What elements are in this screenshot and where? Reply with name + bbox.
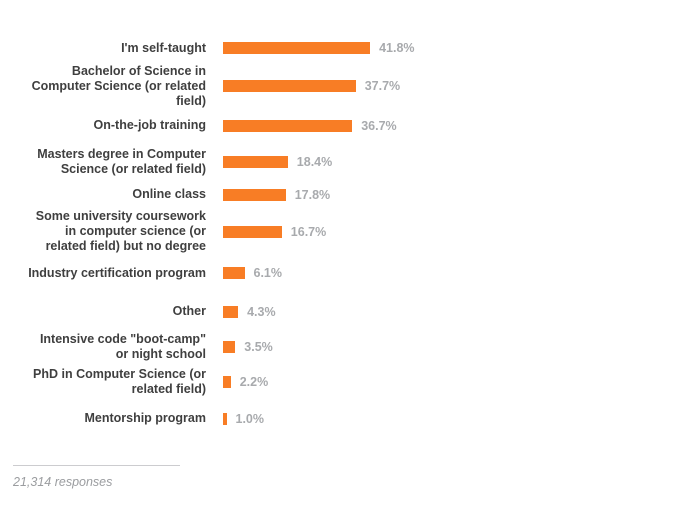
- bar: [223, 155, 288, 168]
- value-label: 16.7%: [290, 224, 327, 239]
- category-label: On-the-job training: [93, 118, 206, 132]
- chart-row: Other 4.3%: [0, 294, 674, 329]
- value-label: 17.8%: [294, 187, 331, 202]
- value-label: 1.0%: [235, 411, 265, 426]
- chart-footer: 21,314 responses: [13, 465, 674, 489]
- response-count: 21,314 responses: [13, 475, 113, 489]
- chart-row: I'm self-taught 41.8%: [0, 30, 674, 66]
- value-label: 18.4%: [296, 154, 333, 169]
- chart-row: Mentorship program 1.0%: [0, 400, 674, 437]
- category-label: PhD in Computer Science (or related fiel…: [33, 367, 206, 396]
- chart-row: Intensive code "boot-camp" or night scho…: [0, 329, 674, 364]
- category-label: Industry certification program: [28, 265, 206, 280]
- value-label: 41.8%: [379, 41, 415, 55]
- bar: [223, 305, 239, 318]
- value-label: 37.7%: [364, 79, 401, 93]
- value-label: 4.3%: [247, 304, 276, 319]
- chart-row: Industry certification program 6.1%: [0, 252, 674, 294]
- chart-row: On-the-job training 36.7%: [0, 106, 674, 145]
- bar: [223, 188, 286, 201]
- value-label: 36.7%: [361, 118, 397, 133]
- footer-divider: [13, 465, 180, 466]
- category-label: I'm self-taught: [121, 40, 206, 55]
- category-label: Masters degree in Computer Science (or r…: [37, 146, 206, 176]
- category-label: Some university coursework in computer s…: [35, 209, 206, 253]
- bar: [223, 119, 353, 132]
- category-label: Bachelor of Science in Computer Science …: [31, 63, 206, 108]
- bar: [223, 376, 231, 388]
- bar: [223, 225, 282, 238]
- category-label: Intensive code "boot-camp" or night scho…: [39, 331, 206, 361]
- chart-row: Some university coursework in computer s…: [0, 209, 674, 253]
- bar: [223, 267, 245, 279]
- chart-row: Online class 17.8%: [0, 178, 674, 211]
- chart-row: PhD in Computer Science (or related fiel…: [0, 364, 674, 400]
- value-label: 6.1%: [253, 266, 283, 280]
- bar: [223, 80, 356, 92]
- category-label: Other: [172, 304, 206, 318]
- category-label: Mentorship program: [84, 411, 206, 425]
- bar: [223, 42, 371, 54]
- bar-chart: I'm self-taught 41.8% Bachelor of Science …: [0, 30, 674, 437]
- value-label: 2.2%: [239, 375, 269, 389]
- chart-row: Masters degree in Computer Science (or r…: [0, 145, 674, 178]
- value-label: 3.5%: [244, 339, 273, 354]
- category-label: Online class: [132, 187, 206, 201]
- chart-row: Bachelor of Science in Computer Science …: [0, 63, 674, 108]
- bar: [223, 412, 227, 425]
- bar: [223, 340, 236, 353]
